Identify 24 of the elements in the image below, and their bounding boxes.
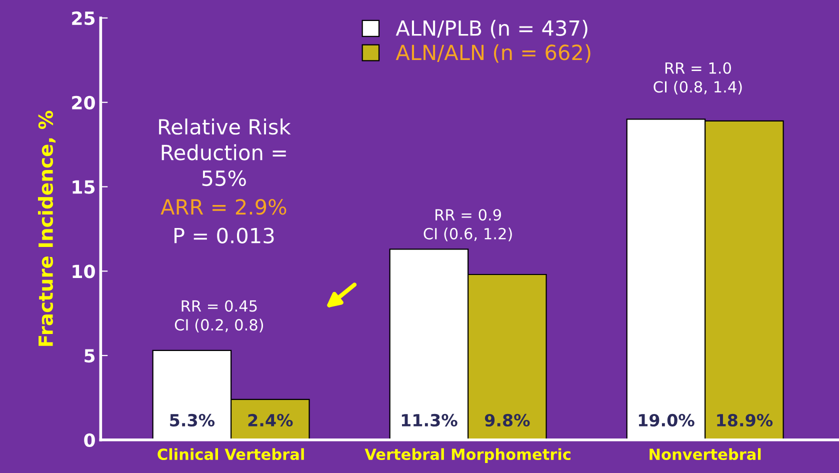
data-label: 19.0%	[638, 414, 694, 427]
annotation: Relative Risk Reduction = 55%	[159, 118, 291, 186]
legend-label: ALN/PLB (n = 437)	[396, 20, 588, 38]
x-tick-label: Clinical Vertebral	[158, 448, 304, 460]
y-tick-label: 20	[72, 96, 95, 110]
data-label: 18.9%	[717, 414, 773, 427]
data-label: 2.4%	[248, 414, 293, 427]
y-axis-title: Fracture Incidence, %	[38, 110, 56, 346]
x-tick-label: Vertebral Morphometric	[364, 448, 570, 464]
data-label: 9.8%	[484, 414, 530, 427]
y-tick-label: 0	[84, 433, 95, 448]
data-label: 11.3%	[402, 414, 458, 427]
y-tick-label: 25	[72, 11, 95, 26]
annotation: ARR = 2.9%	[160, 199, 286, 215]
y-tick-label: 10	[72, 264, 95, 278]
y-tick-label: 5	[84, 349, 95, 363]
y-tick-label: 15	[72, 180, 95, 194]
annotation: P = 0.013	[174, 228, 274, 244]
legend-label: ALN/ALN (n = 662)	[396, 44, 590, 63]
data-label: 5.3%	[170, 414, 215, 427]
annotation: RR = 0.9 CI (0.6, 1.2)	[424, 209, 512, 242]
x-tick-label: Nonvertebral	[650, 448, 761, 460]
annotation: RR = 1.0 CI (0.8, 1.4)	[654, 62, 742, 94]
annotation: RR = 0.45 CI (0.2, 0.8)	[174, 300, 264, 332]
